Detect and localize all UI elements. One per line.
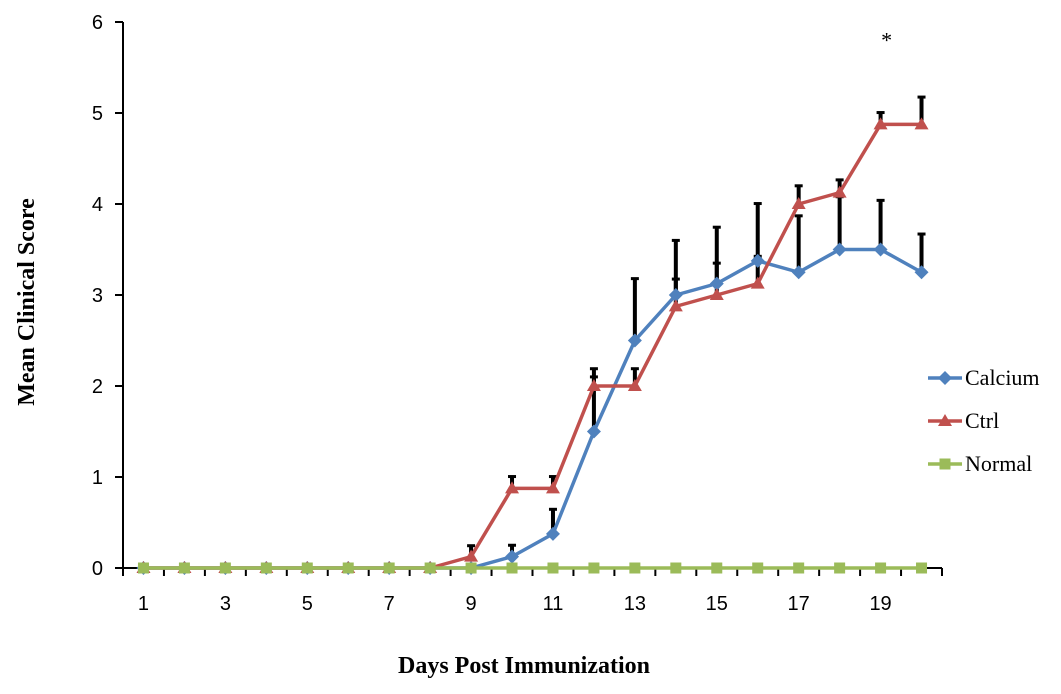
data-point-calcium — [505, 549, 520, 564]
series-normal — [137, 562, 928, 574]
data-point-calcium — [668, 288, 683, 302]
data-point-calcium — [791, 265, 806, 280]
data-point-normal — [137, 562, 149, 574]
data-point-calcium — [586, 424, 601, 439]
legend-swatch-marker — [939, 458, 951, 470]
data-point-ctrl — [791, 197, 806, 209]
data-point-ctrl — [464, 549, 479, 562]
y-tick-label: 5 — [92, 103, 103, 125]
data-point-normal — [875, 562, 887, 574]
data-point-normal — [342, 562, 354, 574]
x-tick-label: 13 — [624, 593, 646, 615]
legend-label: Ctrl — [965, 408, 999, 433]
x-tick-label: 3 — [220, 593, 231, 615]
data-point-ctrl — [832, 185, 847, 198]
data-point-normal — [629, 562, 641, 574]
x-tick-label: 19 — [869, 593, 891, 615]
data-point-calcium — [914, 265, 929, 280]
data-point-normal — [834, 562, 846, 574]
data-point-calcium — [709, 276, 724, 291]
legend: Calcium Ctrl Normal — [928, 365, 1040, 476]
legend-label: Normal — [965, 451, 1032, 476]
legend-item-ctrl: Ctrl — [928, 408, 999, 433]
series-layer — [136, 117, 929, 575]
axes — [122, 22, 942, 569]
data-point-normal — [260, 562, 272, 574]
data-point-normal — [506, 562, 518, 574]
legend-item-normal: Normal — [928, 451, 1032, 476]
data-point-normal — [178, 562, 190, 574]
data-point-ctrl — [750, 276, 765, 289]
x-tick-label: 11 — [543, 593, 564, 615]
series-calcium — [136, 242, 929, 575]
y-axis-ticks: 0 1 2 3 4 5 6 — [92, 12, 123, 580]
legend-label: Calcium — [965, 365, 1040, 390]
data-point-calcium — [627, 333, 642, 348]
y-tick-label: 2 — [92, 376, 103, 398]
annotations: * — [881, 27, 892, 52]
significance-marker: * — [881, 27, 892, 52]
legend-item-calcium: Calcium — [928, 365, 1040, 390]
data-point-ctrl — [586, 379, 601, 391]
data-point-ctrl — [914, 117, 929, 130]
data-point-normal — [547, 562, 559, 574]
data-point-calcium — [873, 242, 888, 257]
data-point-normal — [588, 562, 600, 574]
y-tick-label: 0 — [92, 558, 103, 580]
y-tick-label: 1 — [92, 467, 103, 489]
legend-swatch-marker — [938, 414, 952, 426]
data-point-ctrl — [668, 299, 683, 312]
x-tick-label: 17 — [788, 593, 810, 615]
x-tick-label: 9 — [466, 593, 477, 615]
data-point-normal — [711, 562, 723, 574]
data-point-calcium — [750, 253, 765, 268]
data-point-normal — [219, 562, 231, 574]
x-tick-label: 7 — [384, 593, 395, 615]
x-axis-title: Days Post Immunization — [398, 653, 650, 679]
y-tick-label: 6 — [92, 12, 103, 34]
data-point-ctrl — [627, 379, 642, 391]
x-tick-label: 1 — [138, 593, 149, 615]
data-point-ctrl — [873, 117, 888, 130]
series-line-calcium — [143, 247, 923, 570]
y-tick-label: 3 — [92, 285, 103, 307]
legend-swatch-marker — [938, 371, 952, 385]
data-point-calcium — [545, 526, 560, 541]
series-line-ctrl — [143, 122, 922, 570]
data-point-normal — [465, 562, 477, 574]
data-point-normal — [301, 562, 313, 574]
x-tick-label: 5 — [302, 593, 313, 615]
data-point-normal — [752, 562, 764, 574]
data-point-normal — [383, 562, 395, 574]
data-point-ctrl — [505, 481, 520, 494]
data-point-normal — [793, 562, 805, 574]
series-ctrl — [136, 117, 929, 573]
data-point-normal — [916, 562, 928, 574]
data-point-ctrl — [545, 481, 560, 494]
data-point-calcium — [832, 242, 847, 257]
x-tick-label: 15 — [706, 593, 728, 615]
data-point-ctrl — [709, 288, 724, 300]
data-point-normal — [670, 562, 682, 574]
x-axis-ticks: 1 3 5 7 9 11 13 15 17 19 — [122, 568, 943, 615]
y-axis-title: Mean Clinical Score — [14, 198, 40, 406]
y-tick-label: 4 — [92, 194, 103, 216]
data-point-normal — [424, 562, 436, 574]
